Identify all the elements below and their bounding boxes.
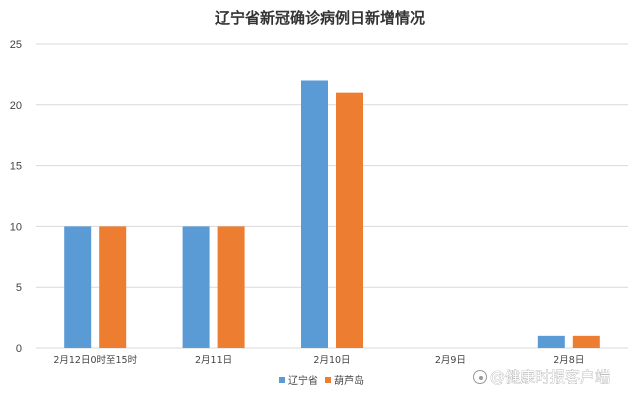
y-tick-label: 10 [10,221,22,233]
bar [336,92,363,348]
legend: 辽宁省 葫芦岛 [279,374,364,387]
chart-title: 辽宁省新冠确诊病例日新增情况 [215,9,425,27]
legend-label: 葫芦岛 [334,374,364,387]
y-tick-label: 20 [10,100,22,112]
bar [301,80,328,348]
weibo-icon [473,370,487,384]
x-category-label: 2月12日0时至15时 [53,354,137,366]
bars [64,80,600,348]
watermark-text: @健康时报客户端 [490,368,610,386]
x-category-label: 2月9日 [435,355,466,366]
legend-swatch [325,377,331,383]
watermark: @健康时报客户端 [473,368,610,386]
y-tick-label: 5 [16,282,22,294]
legend-label: 辽宁省 [288,374,318,387]
legend-swatch [279,377,285,383]
x-category-label: 2月8日 [553,355,584,366]
y-tick-label: 0 [16,343,22,355]
bar [182,226,210,348]
y-tick-label: 15 [10,161,22,173]
bar [537,335,565,348]
x-category-label: 2月11日 [195,355,232,366]
y-axis-ticks: 0 5 10 15 20 25 [10,39,22,355]
bar [64,226,92,348]
bar [99,226,127,348]
bar [217,226,245,348]
bar [572,335,600,348]
x-category-label: 2月10日 [313,355,350,366]
gridlines [36,43,628,349]
y-tick-label: 25 [10,39,22,51]
x-axis-categories: 2月12日0时至15时 2月11日 2月10日 2月9日 2月8日 [53,354,584,366]
